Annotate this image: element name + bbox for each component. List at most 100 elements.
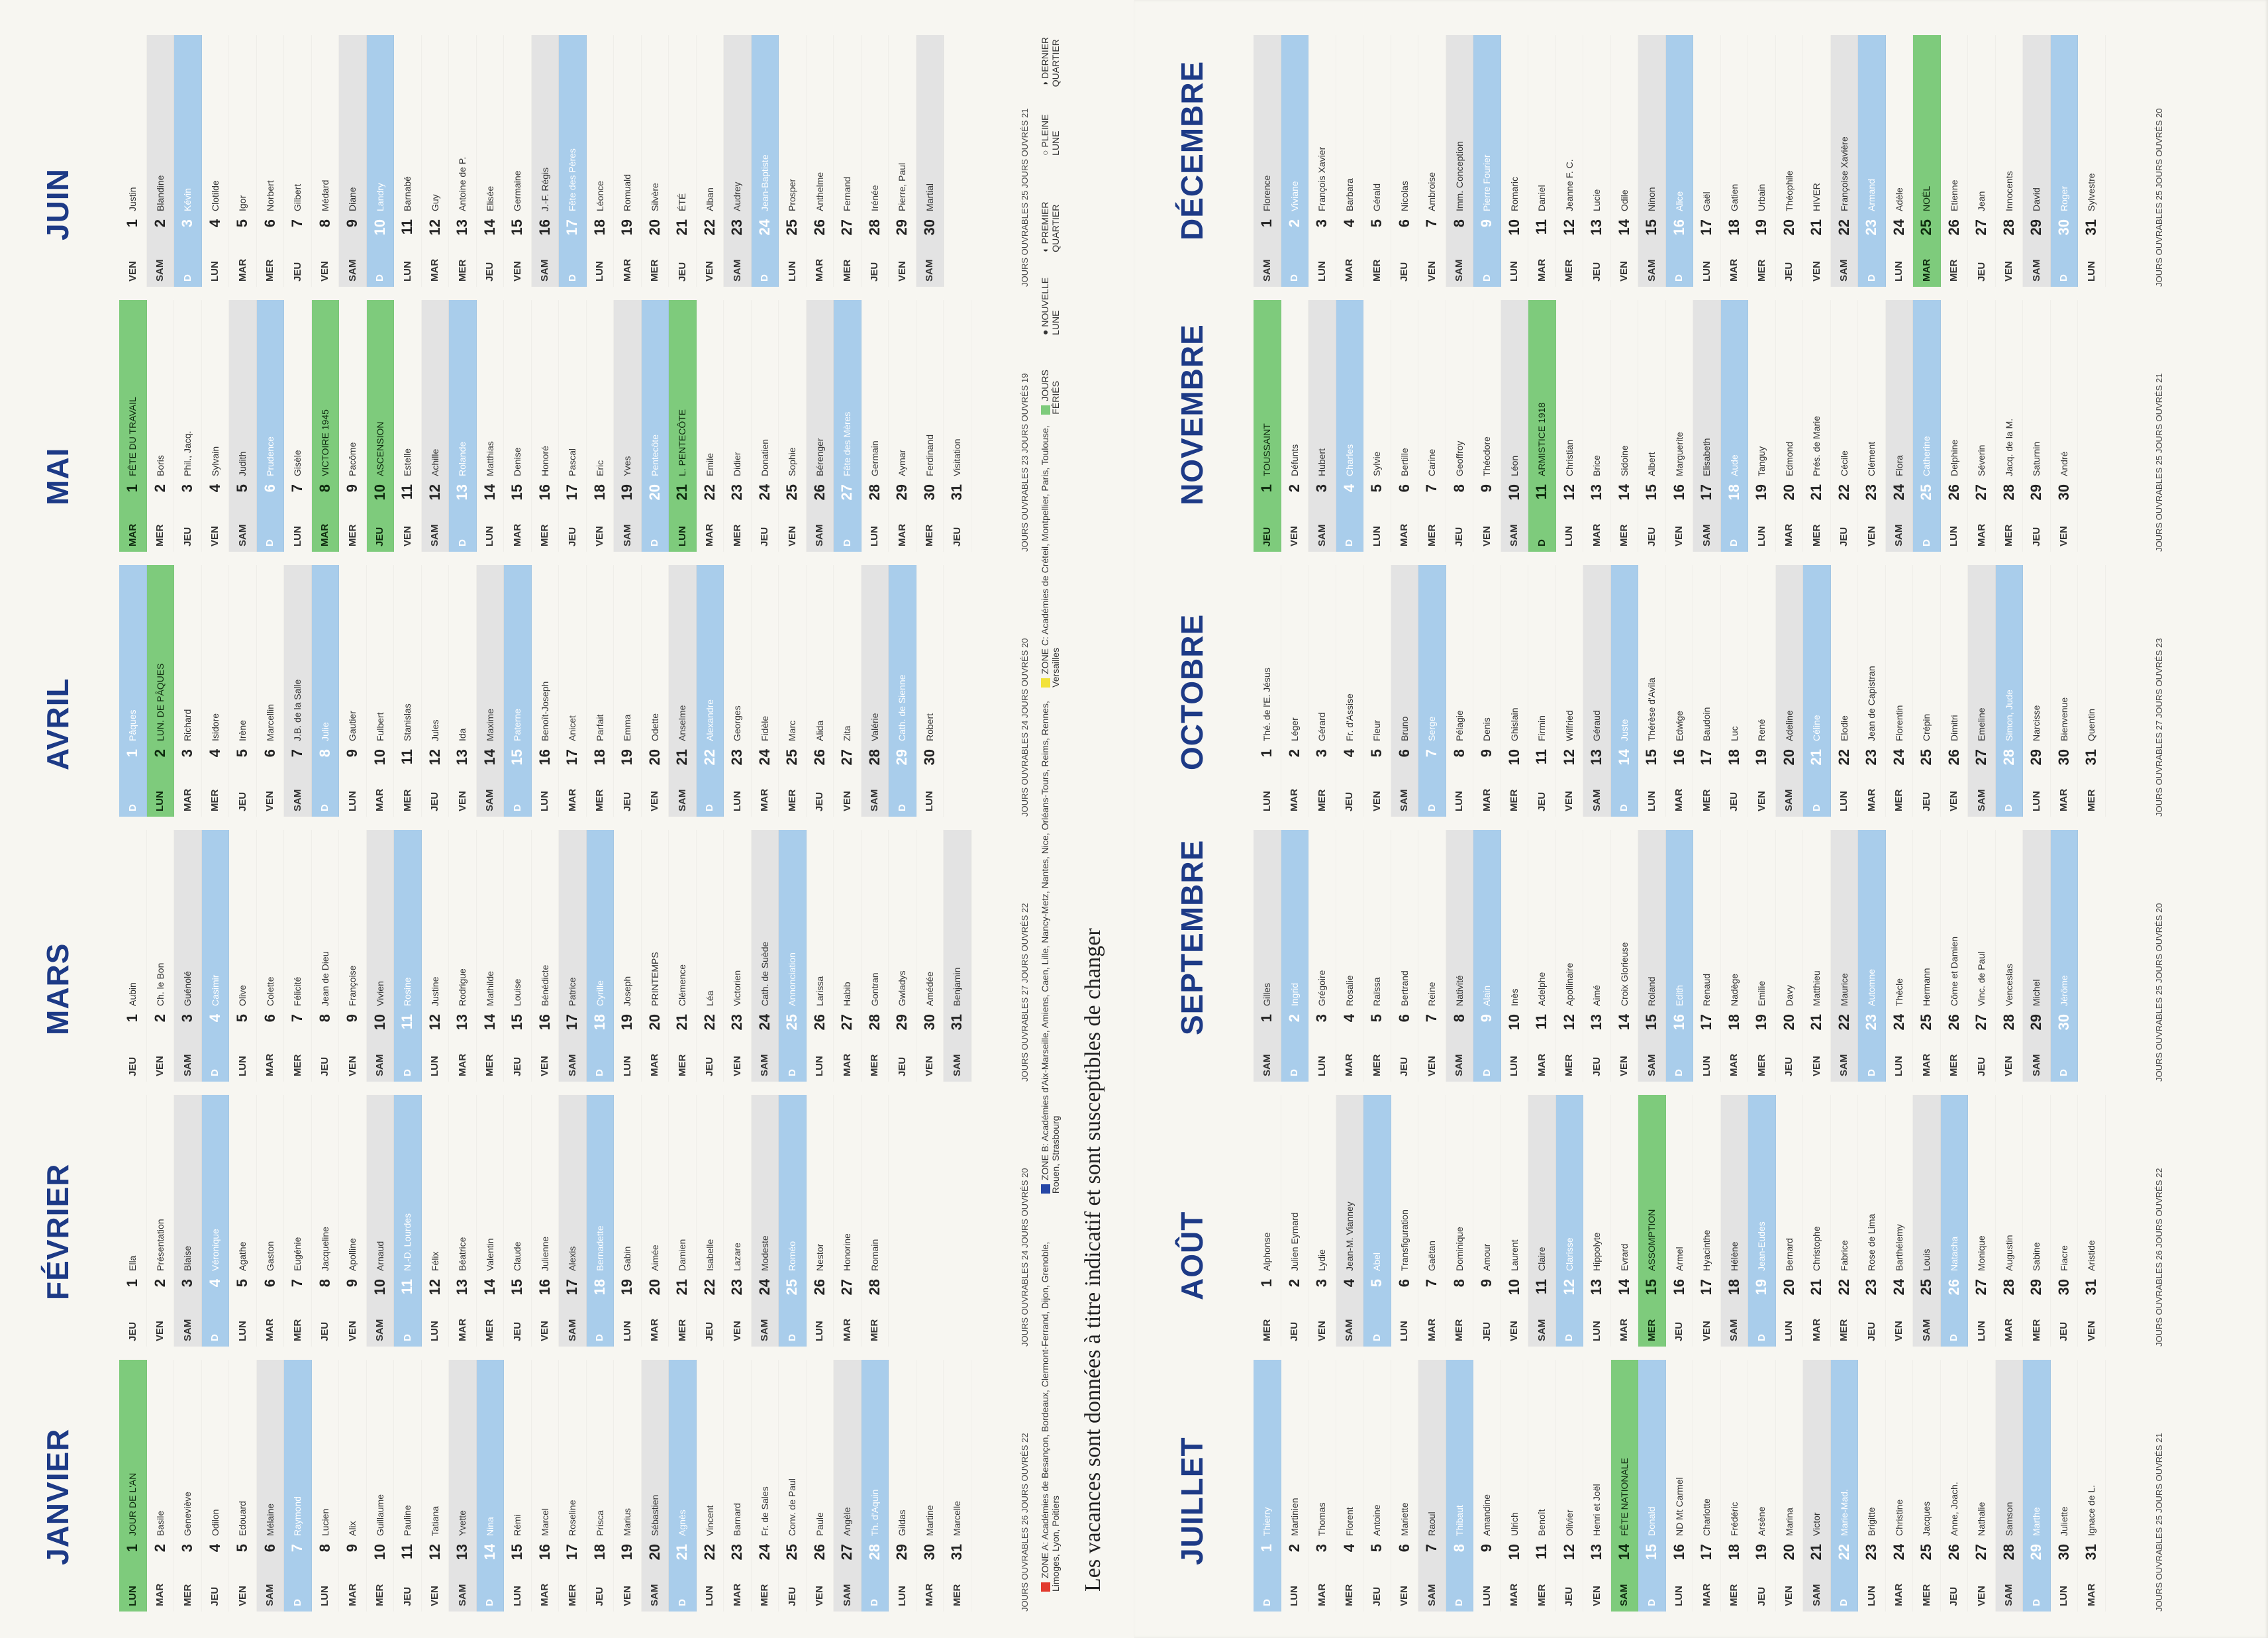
day-row: LUN 16 ND Mt Carmel xyxy=(1666,1360,1694,1612)
day-of-week: VEN xyxy=(126,261,138,282)
saint-name: ÉTÉ xyxy=(677,193,688,211)
day-of-week: D xyxy=(401,1334,413,1341)
day-of-week: LUN xyxy=(786,261,798,282)
day-number: 18 xyxy=(1725,219,1742,236)
month-title: MARS xyxy=(40,943,75,1035)
day-number: 12 xyxy=(426,1544,443,1561)
day-of-week: SAM xyxy=(2003,1584,2015,1606)
day-of-week: LUN xyxy=(676,526,688,546)
day-of-week: LUN xyxy=(594,261,606,282)
day-number: 22 xyxy=(1835,1279,1852,1296)
day-number: 13 xyxy=(1588,749,1605,766)
day-of-week: D xyxy=(1289,1069,1301,1076)
day-number: 4 xyxy=(1340,484,1357,493)
day-row: D 1 Thierry xyxy=(1254,1360,1281,1612)
saint-name: Achille xyxy=(429,448,440,476)
day-row: MAR 22 Emile xyxy=(697,300,724,552)
saint-name: Th. d'Aquin xyxy=(869,1489,880,1536)
saint-name: Jacq. de la M. xyxy=(2003,418,2014,476)
day-row: SAM 8 Nativité xyxy=(1446,830,1473,1082)
day-of-week: SAM xyxy=(649,1584,661,1606)
day-of-week: JEU xyxy=(1399,1056,1410,1076)
day-row: MAR 8 VICTOIRE 1945 xyxy=(311,300,339,552)
saint-name: Innocents xyxy=(2003,171,2014,211)
day-of-week: D xyxy=(374,274,386,282)
day-of-week: LUN xyxy=(1975,1321,1987,1341)
saint-name: Léger xyxy=(1289,717,1300,741)
day-number: 3 xyxy=(179,1544,196,1553)
day-number: 26 xyxy=(1945,219,1962,236)
day-number: 25 xyxy=(1918,1014,1935,1031)
saint-name: Emeline xyxy=(1976,707,1987,741)
day-number: 27 xyxy=(838,1279,856,1296)
day-number: 1 xyxy=(1258,219,1275,228)
day-of-week: SAM xyxy=(154,259,166,282)
day-of-week: D xyxy=(1261,1599,1273,1606)
day-of-week: LUN xyxy=(154,791,166,811)
day-row: SAM 12 Achille xyxy=(421,300,449,552)
saint-name: Basile xyxy=(154,1510,166,1536)
saint-name: Pierre, Paul xyxy=(897,162,908,211)
day-number: 18 xyxy=(1725,749,1742,766)
saint-name: Cécile xyxy=(1838,450,1849,476)
day-number: 27 xyxy=(838,1544,856,1561)
saint-name: Sidoine xyxy=(1618,445,1630,476)
day-number: 10 xyxy=(371,749,388,766)
day-of-week: VEN xyxy=(1783,1586,1795,1606)
day-number: 29 xyxy=(893,219,911,236)
day-row: SAM 6 Bruno xyxy=(1391,565,1418,817)
day-row: D 23 Automne xyxy=(1858,830,1886,1082)
day-of-week: VEN xyxy=(1508,1321,1520,1341)
moon-phase-icon: ○ xyxy=(1040,147,1051,156)
saint-name: Pierre Fourier xyxy=(1481,154,1493,211)
day-number: 14 xyxy=(481,749,498,766)
day-number: 8 xyxy=(1450,1544,1467,1553)
day-row: VEN 23 Clément xyxy=(1858,300,1886,552)
day-number: 5 xyxy=(234,1014,251,1023)
day-number: 30 xyxy=(2055,219,2072,236)
day-of-week: JEU xyxy=(869,262,881,282)
day-of-week: JEU xyxy=(1261,527,1273,546)
saint-name: Pentecôte xyxy=(649,434,660,476)
day-number: 10 xyxy=(371,1014,388,1031)
day-of-week: VEN xyxy=(539,1321,551,1341)
saint-name: Edmond xyxy=(1783,441,1795,476)
day-row: VEN 14 Croix Glorieuse xyxy=(1611,830,1639,1082)
day-row: JEU 15 Louise xyxy=(504,830,532,1082)
day-row: LUN 27 Monique xyxy=(1968,1095,1996,1347)
day-of-week: MAR xyxy=(1536,1053,1548,1076)
month-title: FÉVRIER xyxy=(40,1163,75,1300)
day-row: SAM 22 Maurice xyxy=(1830,830,1858,1082)
saint-name: Augustin xyxy=(2003,1235,2014,1271)
saint-name: Carine xyxy=(1426,448,1438,476)
day-row: MER 7 Eugénie xyxy=(284,1095,312,1347)
day-row: VEN 6 Mariette xyxy=(1391,1360,1419,1612)
day-row: MAR 13 Brice xyxy=(1583,300,1611,552)
day-of-week: LUN xyxy=(236,1321,248,1341)
day-number: 28 xyxy=(2000,1544,2017,1561)
day-number: 4 xyxy=(206,484,223,493)
day-row: LUN 19 Tanguy xyxy=(1748,300,1776,552)
day-row: MER 19 Urbain xyxy=(1748,35,1776,287)
day-row: D 11 ARMISTICE 1918 xyxy=(1528,300,1556,552)
day-row: SAM 22 Françoise Xavière xyxy=(1830,35,1858,287)
saint-name: ND Mt Carmel xyxy=(1673,1477,1685,1536)
saint-name: Valentin xyxy=(484,1238,495,1271)
day-of-week: SAM xyxy=(1893,524,1905,546)
working-days-count: JOURS OUVRABLES 24 JOURS OUVRÉS 20 xyxy=(1020,638,1030,817)
day-row: VEN 10 Laurent xyxy=(1501,1095,1529,1347)
saint-name: Fête des Pères xyxy=(567,148,578,211)
saint-name: Catherine xyxy=(1921,436,1932,476)
saint-name: Prosper xyxy=(787,178,798,211)
saint-name: Guy xyxy=(429,194,440,211)
day-number: 15 xyxy=(509,484,526,501)
day-row: SAM 26 Bérenger xyxy=(806,300,834,552)
day-of-week: MAR xyxy=(731,1583,743,1606)
day-number: 23 xyxy=(1863,1014,1880,1031)
saint-name: Ignace de L. xyxy=(2086,1484,2097,1536)
day-number: 15 xyxy=(509,219,526,236)
month-août: AOÛT MER 1 Alphonse JEU 2 Julien Eymard VEN 3 Lyd… xyxy=(1174,1082,2164,1347)
saint-name: Audrey xyxy=(732,181,743,211)
day-row: VEN 16 Julienne xyxy=(532,1095,560,1347)
day-row: MAR 27 Honorine xyxy=(834,1095,862,1347)
